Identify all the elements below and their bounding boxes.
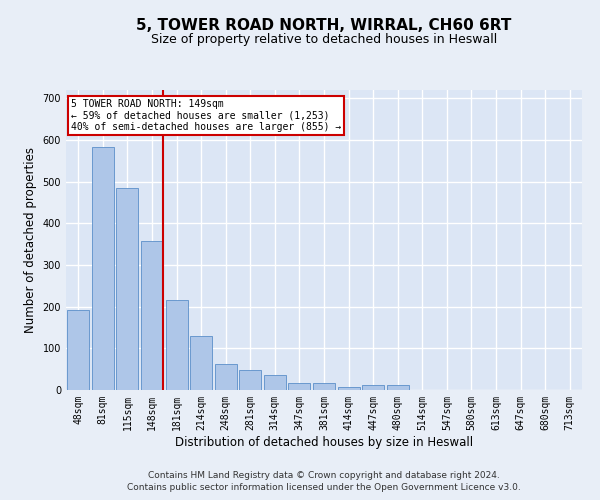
Text: Contains HM Land Registry data © Crown copyright and database right 2024.: Contains HM Land Registry data © Crown c… [148,471,500,480]
Bar [190,336,212,390]
Bar [116,188,139,390]
Bar [67,310,89,390]
Bar [338,387,359,390]
Bar [313,383,335,390]
Bar [362,386,384,390]
Bar [239,370,262,390]
Bar [215,364,237,390]
Text: 5 TOWER ROAD NORTH: 149sqm
← 59% of detached houses are smaller (1,253)
40% of s: 5 TOWER ROAD NORTH: 149sqm ← 59% of deta… [71,99,341,132]
Text: 5, TOWER ROAD NORTH, WIRRAL, CH60 6RT: 5, TOWER ROAD NORTH, WIRRAL, CH60 6RT [136,18,512,32]
Bar [141,242,163,390]
Text: Size of property relative to detached houses in Heswall: Size of property relative to detached ho… [151,32,497,46]
Bar [264,375,286,390]
X-axis label: Distribution of detached houses by size in Heswall: Distribution of detached houses by size … [175,436,473,448]
Y-axis label: Number of detached properties: Number of detached properties [24,147,37,333]
Bar [92,147,114,390]
Bar [166,300,188,390]
Text: Contains public sector information licensed under the Open Government Licence v3: Contains public sector information licen… [127,484,521,492]
Bar [289,383,310,390]
Bar [386,386,409,390]
